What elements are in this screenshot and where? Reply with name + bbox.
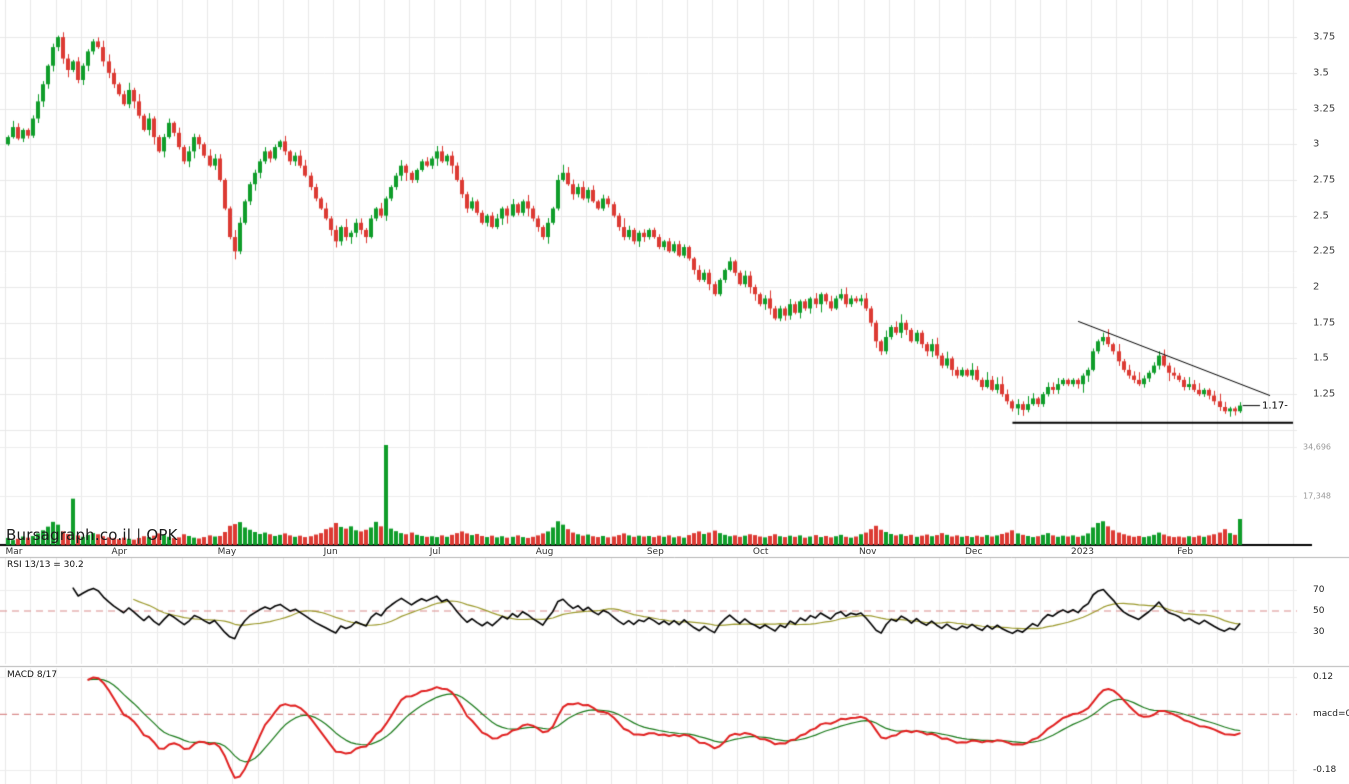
rsi-indicator-label: RSI 13/13 = 30.2 (7, 560, 84, 570)
month-label: Jun (323, 547, 338, 557)
macd-indicator-label: MACD 8/17 (7, 670, 58, 680)
month-label: Dec (965, 547, 983, 557)
watermark-separator: | (136, 526, 142, 544)
macd-axis-label: macd=0 (1313, 709, 1349, 720)
month-label: Aug (535, 547, 554, 557)
watermark-site: Bursagraph.co.il (6, 526, 132, 544)
month-label: May (217, 547, 237, 557)
month-label: 2023 (1071, 547, 1094, 557)
month-label: Nov (858, 547, 877, 557)
price-axis-label: 3.25 (1313, 103, 1336, 115)
volume-axis-label: 34,696 (1303, 442, 1331, 452)
price-axis-label: 1.5 (1313, 352, 1329, 364)
watermark-symbol: OPK (146, 526, 178, 544)
month-label: Apr (111, 547, 128, 557)
month-label: Mar (5, 547, 23, 557)
rsi-axis-label: 70 (1313, 584, 1325, 595)
month-label: Feb (1177, 547, 1194, 557)
watermark: Bursagraph.co.il | OPK (6, 526, 178, 544)
price-axis-label: 2.5 (1313, 210, 1329, 222)
price-axis-label: 2.25 (1313, 245, 1336, 257)
price-axis-label: 3.5 (1313, 67, 1329, 79)
macd-axis-label: 0.12 (1313, 672, 1334, 683)
price-axis-label: 3 (1313, 138, 1320, 150)
price-axis-label: 3.75 (1313, 31, 1336, 43)
last-price-label: 1.17- (1262, 400, 1288, 412)
price-axis-label: 1.75 (1313, 317, 1336, 329)
month-label: Sep (646, 547, 664, 557)
rsi-axis-label: 50 (1313, 606, 1325, 616)
price-axis-label: 2 (1313, 281, 1320, 293)
month-label: Jul (429, 547, 441, 557)
rsi-axis-label: 30 (1313, 627, 1325, 638)
macd-axis-label: -0.18 (1313, 765, 1337, 776)
volume-axis-label: 17,348 (1303, 491, 1331, 501)
price-axis-label: 2.75 (1313, 174, 1336, 186)
price-axis-label: 1.25 (1313, 388, 1336, 400)
month-label: Oct (752, 547, 769, 557)
